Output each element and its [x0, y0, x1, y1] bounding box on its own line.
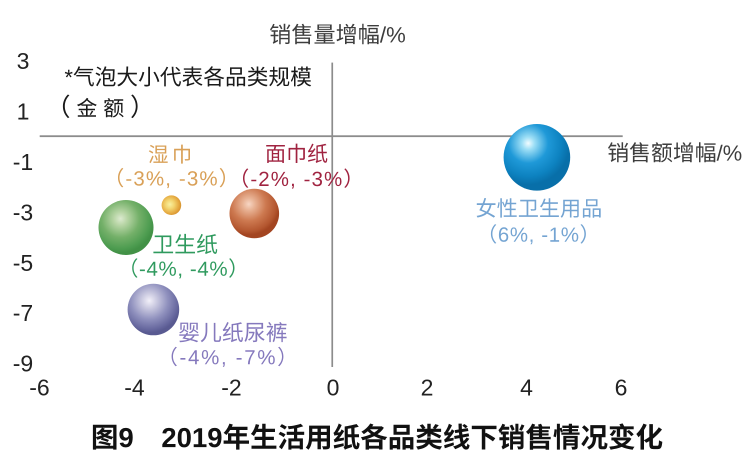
svg-text:4: 4	[520, 375, 533, 401]
svg-text:-3: -3	[13, 199, 33, 225]
svg-text:-1: -1	[13, 149, 33, 175]
svg-text:0: 0	[327, 375, 340, 401]
svg-text:3: 3	[17, 48, 30, 74]
svg-text:-7: -7	[13, 300, 33, 326]
svg-text:-5: -5	[13, 250, 33, 276]
svg-text:2: 2	[421, 375, 434, 401]
svg-text:-4: -4	[124, 375, 145, 401]
svg-text:1: 1	[17, 99, 30, 125]
svg-text:6: 6	[615, 375, 628, 401]
svg-text:-9: -9	[13, 351, 33, 377]
svg-text:-6: -6	[29, 375, 49, 401]
svg-text:-2: -2	[221, 375, 241, 401]
